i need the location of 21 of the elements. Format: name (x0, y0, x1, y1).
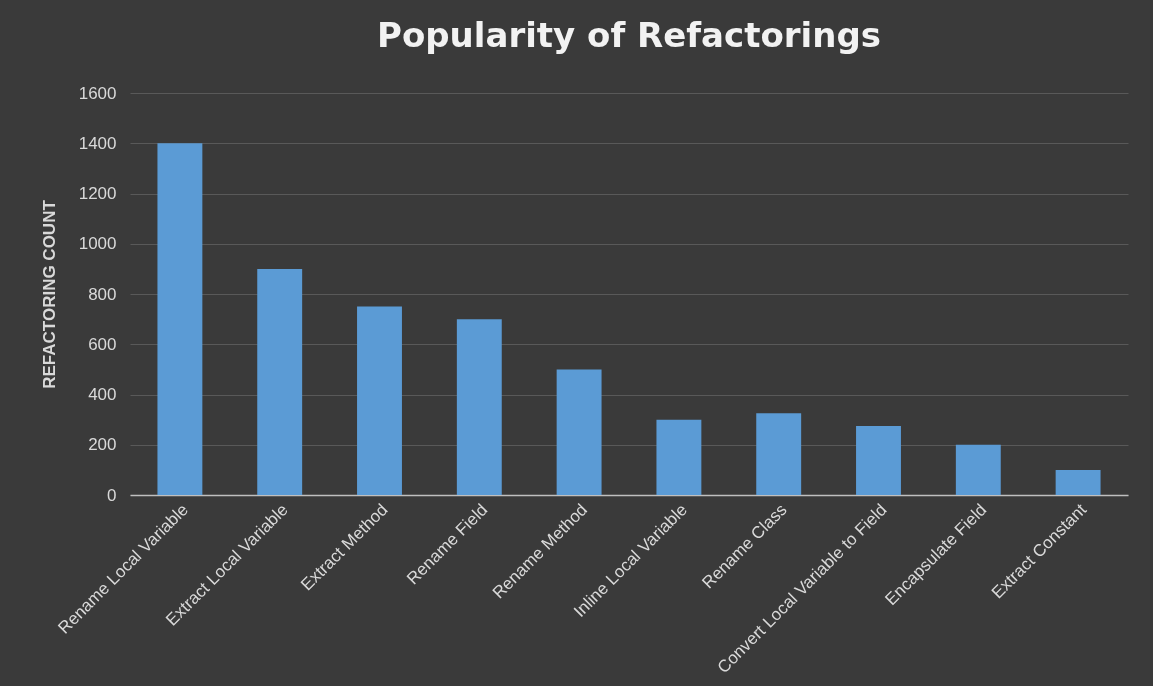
y-tick-label: 1600 (78, 83, 117, 103)
bar (556, 369, 602, 495)
y-tick-label: 1400 (78, 133, 117, 153)
chart-title: Popularity of Refactorings (376, 15, 882, 55)
bar (357, 306, 402, 495)
bar (1055, 469, 1101, 495)
y-axis-title: REFACTORING COUNT (39, 199, 59, 389)
bar (157, 143, 203, 495)
bar (257, 268, 303, 495)
y-tick-label: 600 (88, 334, 117, 354)
bar (456, 319, 502, 495)
y-tick-label: 400 (88, 385, 117, 404)
y-tick-label: 0 (107, 485, 117, 505)
bar (856, 425, 901, 495)
y-tick-label: 200 (88, 435, 117, 455)
y-tick-label: 800 (88, 284, 117, 304)
bar (656, 419, 702, 495)
bar (955, 444, 1001, 495)
y-tick-label: 1200 (78, 184, 117, 203)
bar (756, 413, 802, 495)
y-tick-label: 1000 (78, 234, 117, 254)
